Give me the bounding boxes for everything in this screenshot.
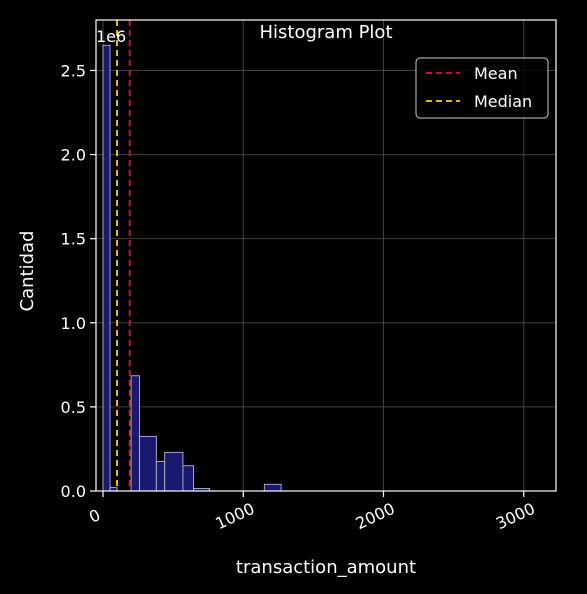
y-tick-label: 2.0 <box>61 146 86 165</box>
histogram-bar <box>182 465 194 492</box>
y-axis-label: Cantidad <box>17 231 38 312</box>
y-tick-label: 1.5 <box>61 230 86 249</box>
histogram-bar <box>139 435 157 492</box>
histogram-bar <box>263 483 282 492</box>
x-tick-label: 3000 <box>493 499 538 533</box>
histogram-bar <box>164 451 184 492</box>
y-tick-label: 0.0 <box>61 482 86 501</box>
legend: Mean Median <box>415 57 549 119</box>
y-tick-label: 1.0 <box>61 314 86 333</box>
y-tick-label: 2.5 <box>61 61 86 80</box>
legend-mean-label: Mean <box>474 64 518 83</box>
histogram-bar <box>155 461 166 492</box>
legend-median-label: Median <box>474 92 532 111</box>
x-tick-label: 1000 <box>212 499 257 533</box>
chart-title: Histogram Plot <box>259 22 392 43</box>
x-axis-label: transaction_amount <box>236 557 416 578</box>
histogram-bars <box>102 44 282 492</box>
x-tick-label: 2000 <box>353 499 398 533</box>
histogram-bar <box>102 44 111 492</box>
plot-frame <box>95 19 557 492</box>
y-tick-label: 0.5 <box>61 398 86 417</box>
reference-lines <box>116 20 131 491</box>
histogram-bar <box>130 375 140 492</box>
y-offset-label: 1e6 <box>96 27 126 46</box>
x-tick-label: 0 <box>86 505 103 527</box>
